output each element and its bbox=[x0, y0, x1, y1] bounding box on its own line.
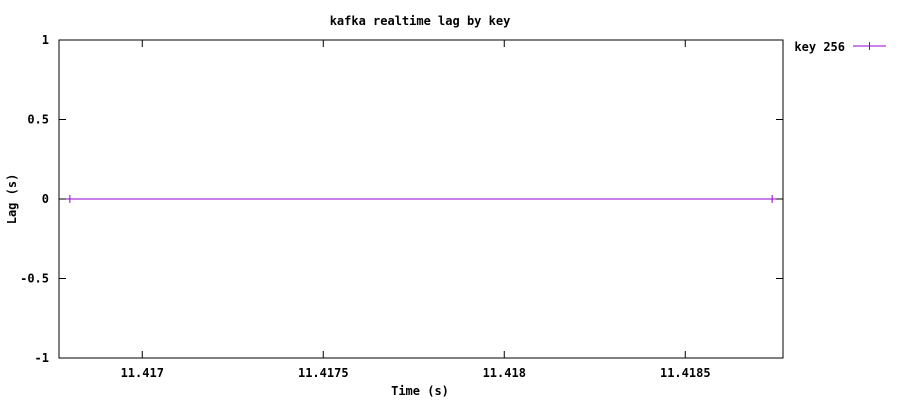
data-point-plus-marker bbox=[768, 195, 777, 203]
y-tick-label: -0.5 bbox=[20, 272, 49, 286]
chart-title: kafka realtime lag by key bbox=[330, 14, 511, 28]
y-tick-label: 0.5 bbox=[27, 113, 49, 127]
x-axis: 11.417 11.4175 11.418 11.4185 bbox=[121, 40, 711, 380]
y-tick-label: 1 bbox=[42, 33, 49, 47]
legend-label-key-256: key 256 bbox=[794, 40, 845, 54]
legend: key 256 bbox=[794, 40, 886, 54]
data-point-plus-marker bbox=[65, 195, 74, 203]
y-tick-label: -1 bbox=[35, 351, 49, 365]
x-axis-label: Time (s) bbox=[391, 384, 449, 398]
y-axis-label: Lag (s) bbox=[5, 174, 19, 225]
x-tick-label: 11.4175 bbox=[298, 366, 349, 380]
legend-marker-key-256 bbox=[865, 42, 874, 50]
x-tick-label: 11.417 bbox=[121, 366, 164, 380]
x-tick-label: 11.4185 bbox=[660, 366, 711, 380]
series-layer bbox=[65, 195, 777, 203]
y-tick-label: 0 bbox=[42, 192, 49, 206]
y-axis: -1 -0.5 0 0.5 1 bbox=[20, 33, 783, 365]
x-tick-label: 11.418 bbox=[483, 366, 526, 380]
